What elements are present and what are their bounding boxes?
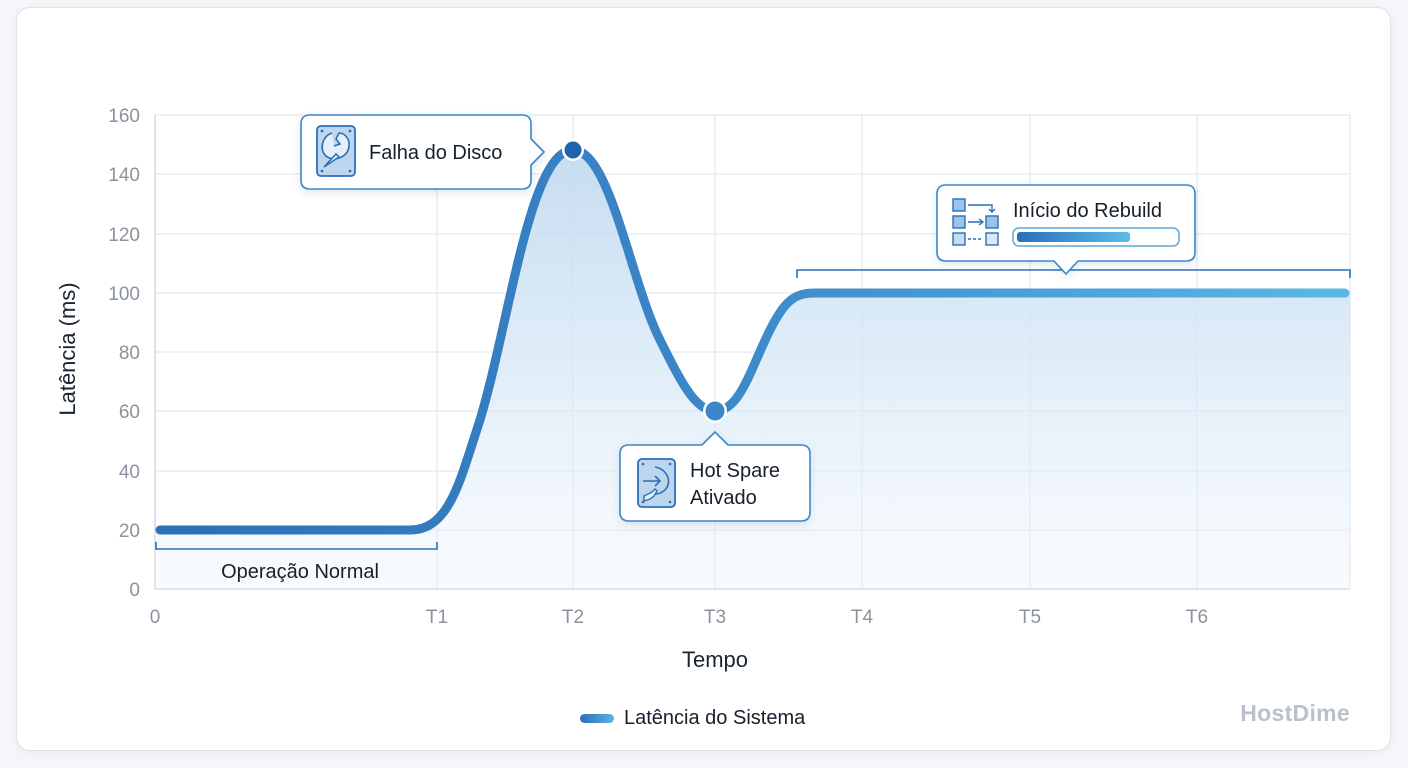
- normal-operation-label: Operação Normal: [221, 561, 379, 583]
- peak-point[interactable]: [564, 141, 582, 159]
- x-tick-labels: 0 T1 T2 T3 T4 T5 T6: [150, 607, 1208, 628]
- svg-text:140: 140: [108, 165, 140, 186]
- latency-line: [155, 145, 1350, 535]
- y-tick-labels: 0 20 40 60 80 100 120 140 160: [108, 106, 140, 601]
- disk-failure-label: Falha do Disco: [369, 142, 502, 164]
- svg-text:120: 120: [108, 225, 140, 246]
- x-axis-label: Tempo: [682, 647, 748, 672]
- rebuild-progress-bar: [1012, 227, 1180, 247]
- svg-text:T3: T3: [704, 607, 726, 628]
- svg-text:60: 60: [119, 402, 140, 423]
- svg-text:T1: T1: [426, 607, 448, 628]
- svg-text:0: 0: [150, 607, 161, 628]
- svg-text:T2: T2: [562, 607, 584, 628]
- rebuild-bracket: [796, 269, 1351, 278]
- svg-text:T6: T6: [1186, 607, 1208, 628]
- svg-text:40: 40: [119, 462, 140, 483]
- hot-spare-disk-icon: [637, 458, 676, 508]
- rebuild-label: Início do Rebuild: [1013, 200, 1162, 222]
- svg-text:0: 0: [129, 580, 140, 601]
- normal-operation-bracket: Operação Normal: [155, 542, 438, 583]
- svg-text:100: 100: [108, 284, 140, 305]
- svg-text:20: 20: [119, 521, 140, 542]
- svg-text:T4: T4: [851, 607, 874, 628]
- disk-failure-callout[interactable]: [300, 114, 546, 190]
- brand-watermark: HostDime: [1240, 700, 1350, 726]
- rebuild-blocks-icon: [952, 198, 999, 246]
- trough-point[interactable]: [705, 401, 725, 421]
- svg-text:80: 80: [119, 343, 140, 364]
- y-axis-label: Latência (ms): [55, 282, 80, 415]
- hot-spare-label-line1: Hot Spare: [690, 460, 780, 482]
- svg-text:160: 160: [108, 106, 140, 127]
- chart-legend: Latência do Sistema: [580, 705, 805, 731]
- legend-swatch-latency: [580, 713, 614, 723]
- hot-spare-label-line2: Ativado: [690, 487, 757, 509]
- broken-disk-icon: [316, 125, 356, 177]
- svg-text:T5: T5: [1019, 607, 1041, 628]
- legend-label-latency[interactable]: Latência do Sistema: [624, 706, 806, 729]
